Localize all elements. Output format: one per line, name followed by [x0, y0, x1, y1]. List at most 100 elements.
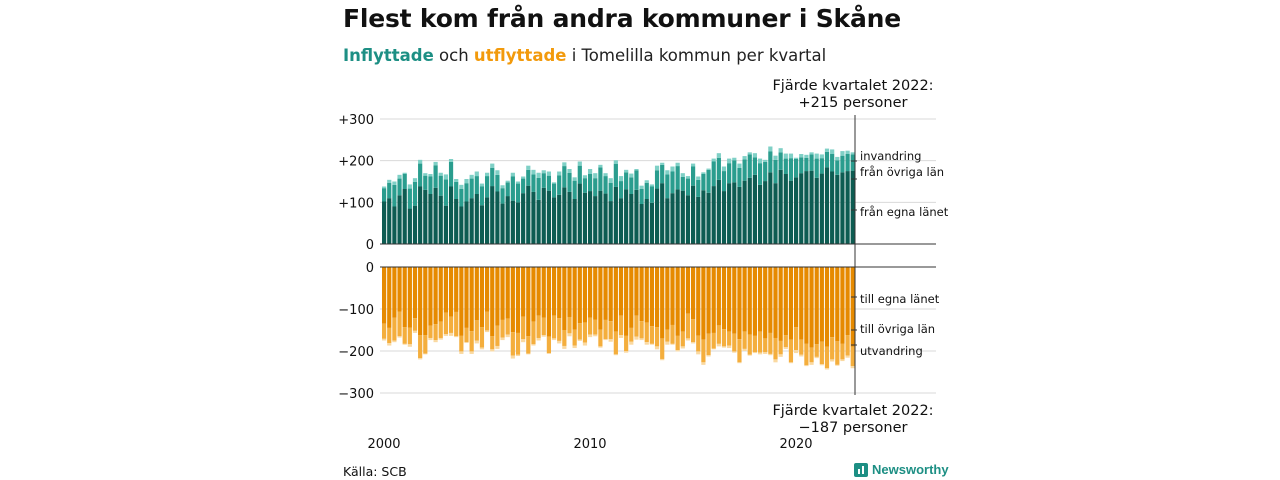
bar-in-1: [654, 170, 660, 189]
bar-in-2: [629, 173, 634, 178]
bar-in-1: [402, 174, 407, 189]
annotation-bottom-line1: Fjärde kvartalet 2022:: [772, 403, 934, 419]
bar-out-1: [721, 329, 727, 347]
bar-in-1: [593, 178, 598, 197]
bar-in-0: [464, 201, 469, 244]
bar-out-1: [459, 335, 464, 352]
bar-in-1: [464, 183, 469, 202]
bar-in-0: [727, 183, 732, 244]
bar-out-2: [469, 351, 474, 354]
bar-in-0: [794, 177, 799, 244]
bar-out-0: [747, 267, 752, 335]
bar-out-1: [680, 331, 685, 347]
bar-in-1: [536, 177, 541, 200]
series-labels: invandring från övriga län från egna länet…: [851, 149, 949, 358]
bar-in-0: [541, 187, 546, 244]
bar-out-0: [845, 267, 850, 336]
newsworthy-logo[interactable]: Newsworthy: [854, 462, 949, 477]
bar-out-1: [742, 331, 747, 349]
bar-out-0: [505, 267, 510, 319]
bar-out-0: [706, 267, 711, 334]
bar-out-2: [546, 353, 551, 354]
bar-in-2: [598, 164, 603, 168]
bar-out-1: [479, 327, 485, 348]
bar-in-2: [742, 156, 747, 160]
bar-in-0: [665, 198, 670, 244]
bar-in-2: [691, 163, 696, 167]
bar-in-2: [670, 166, 675, 172]
bar-in-1: [845, 154, 850, 172]
bar-in-2: [696, 176, 701, 180]
bar-in-1: [670, 171, 675, 194]
bar-in-0: [505, 196, 510, 244]
bar-out-1: [469, 331, 474, 352]
bar-in-1: [433, 165, 438, 188]
bar-in-1: [588, 174, 593, 192]
bar-in-0: [469, 198, 474, 244]
bar-in-0: [783, 174, 788, 244]
bar-out-1: [464, 327, 469, 343]
bar-in-0: [418, 186, 423, 244]
bar-in-2: [505, 180, 510, 183]
bar-out-0: [711, 267, 716, 333]
bar-in-1: [629, 177, 634, 194]
bar-in-1: [577, 165, 582, 184]
bar-out-0: [567, 267, 572, 317]
bar-out-1: [675, 335, 680, 351]
bar-out-2: [660, 358, 665, 361]
bar-out-0: [428, 267, 433, 326]
bar-out-2: [721, 346, 727, 348]
bar-out-0: [696, 267, 701, 336]
bar-in-2: [464, 179, 469, 184]
bar-out-1: [392, 317, 397, 341]
bar-out-2: [752, 352, 757, 354]
bar-in-0: [515, 202, 521, 244]
bar-out-1: [783, 335, 788, 348]
bar-in-2: [706, 168, 711, 170]
bar-in-1: [598, 167, 603, 191]
bar-in-1: [644, 182, 649, 199]
bar-out-0: [387, 267, 392, 328]
bar-out-2: [407, 344, 412, 347]
bar-in-1: [783, 158, 788, 174]
bar-in-2: [531, 169, 536, 175]
bar-in-1: [706, 169, 711, 193]
bar-out-2: [510, 355, 515, 359]
bar-in-0: [778, 169, 783, 244]
series-label-out-1: till övriga län: [860, 322, 935, 336]
bar-in-1: [428, 176, 433, 194]
bar-out-1: [788, 339, 794, 363]
bar-out-1: [665, 329, 670, 342]
bar-in-1: [392, 184, 397, 207]
bar-in-2: [387, 179, 392, 183]
bar-in-0: [649, 202, 654, 244]
bar-out-1: [598, 329, 603, 347]
bar-in-2: [500, 185, 505, 189]
bar-out-2: [490, 349, 495, 352]
bar-out-1: [433, 324, 438, 341]
bar-out-2: [397, 336, 402, 338]
bar-in-0: [624, 189, 629, 244]
bar-out-0: [593, 267, 598, 320]
bar-out-0: [464, 267, 469, 328]
bar-out-2: [701, 362, 706, 365]
bar-out-1: [644, 322, 649, 343]
bar-in-0: [510, 200, 515, 244]
bar-out-0: [763, 267, 768, 339]
bar-out-1: [603, 319, 608, 340]
bar-out-2: [737, 362, 742, 364]
bar-in-0: [634, 189, 639, 244]
bar-out-1: [778, 340, 783, 355]
bar-in-0: [397, 195, 402, 244]
bar-in-0: [521, 193, 526, 244]
bar-out-2: [830, 359, 835, 362]
bar-out-1: [773, 337, 778, 360]
bar-in-1: [613, 164, 618, 187]
top-y-axis: +300 +200 +100 0: [338, 113, 374, 253]
bar-out-0: [397, 267, 402, 312]
bar-out-0: [412, 267, 418, 319]
bar-in-1: [685, 178, 691, 196]
bar-in-2: [546, 171, 551, 176]
bar-out-0: [582, 267, 588, 323]
bar-out-2: [727, 345, 732, 349]
